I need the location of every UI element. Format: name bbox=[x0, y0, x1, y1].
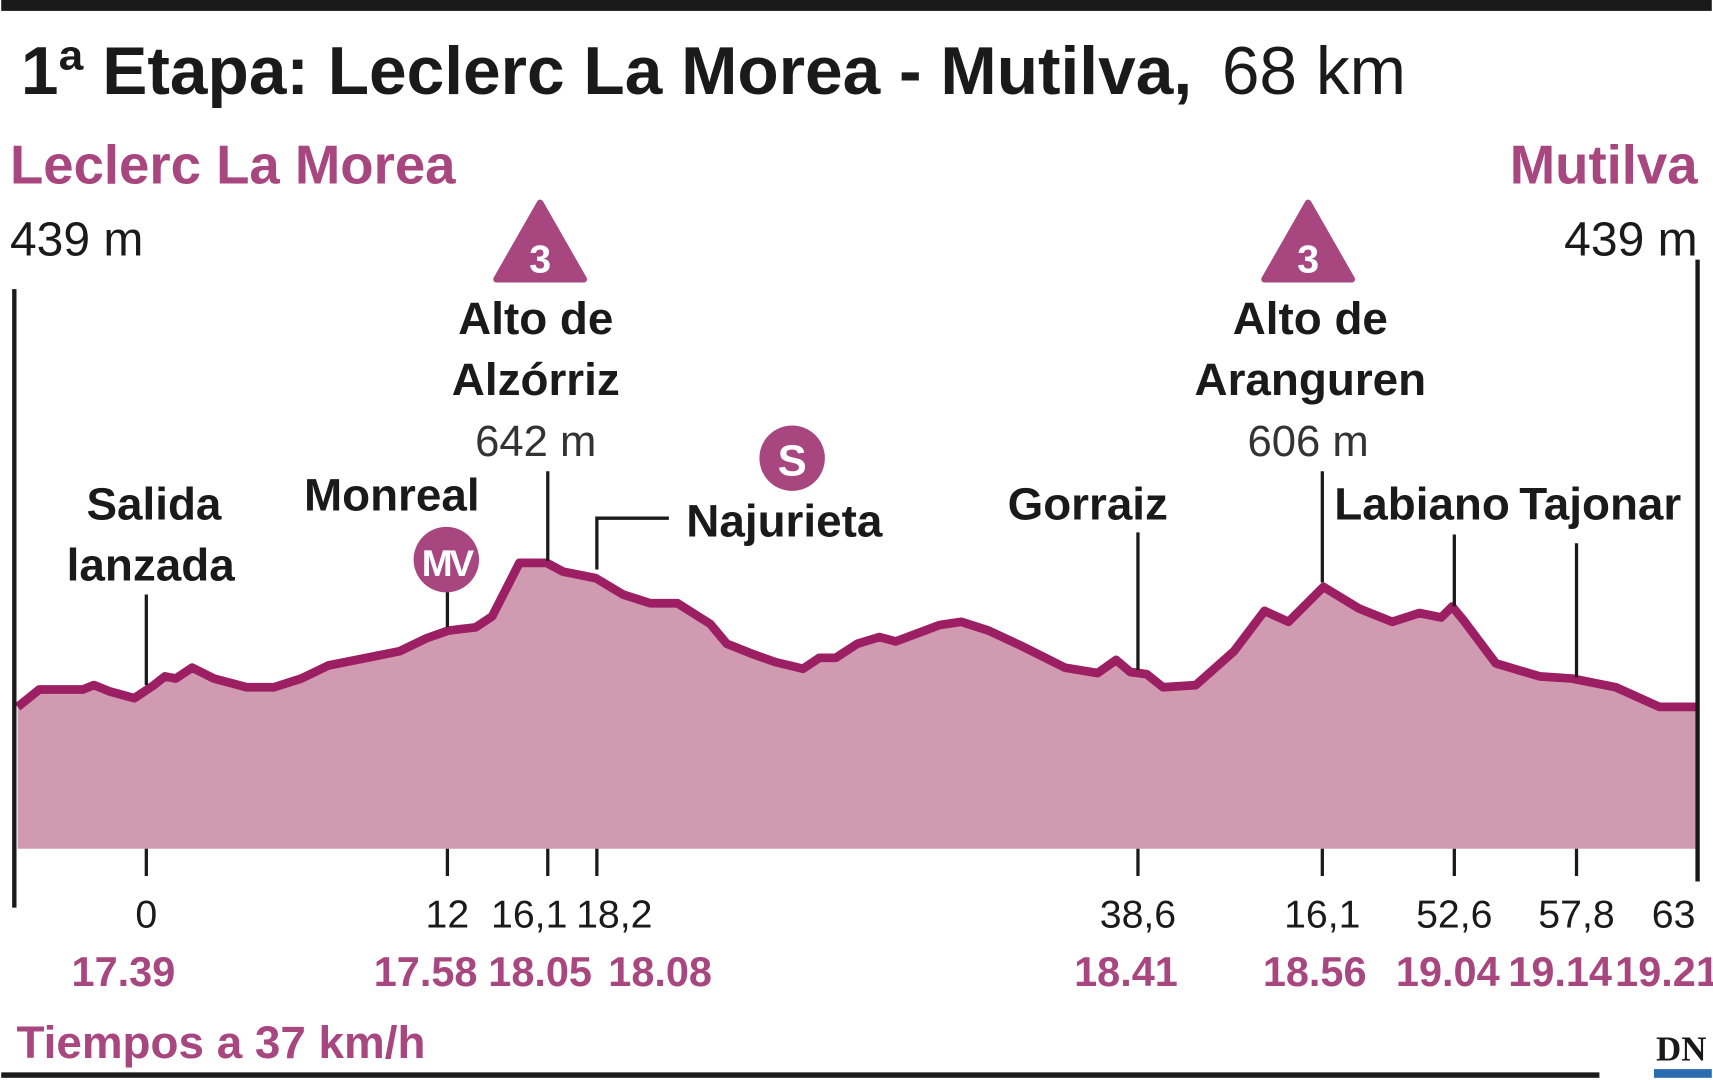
category-triangle-icon bbox=[1261, 199, 1356, 283]
mountain-village-badge-icon bbox=[413, 526, 480, 593]
chart-title: 1ª Etapa: Leclerc La Morea - Mutilva, 68… bbox=[21, 34, 1406, 109]
time-label: 18.56 bbox=[1263, 948, 1367, 995]
climb-aranguren: 3 Alto de Aranguren 606 m bbox=[1195, 199, 1427, 466]
profile-line bbox=[14, 558, 1698, 712]
climb-name-1: Alto de bbox=[1233, 293, 1388, 344]
climb-alzorriz: 3 Alto de Alzórriz 642 m bbox=[452, 199, 620, 466]
sprint-badge-icon bbox=[759, 425, 825, 491]
climb-category: 3 bbox=[1297, 238, 1319, 282]
km-label: 12 bbox=[426, 892, 470, 936]
climb-altitude: 606 m bbox=[1248, 418, 1369, 466]
km-label: 16,1 bbox=[1284, 892, 1360, 936]
climb-altitude: 642 m bbox=[475, 418, 596, 466]
dn-logo: DN bbox=[1656, 1029, 1706, 1068]
place-najurieta: Najurieta bbox=[686, 496, 883, 547]
place-monreal: Monreal bbox=[304, 470, 480, 521]
bottom-rule bbox=[1, 1072, 1600, 1078]
km-label: 52,6 bbox=[1416, 892, 1492, 936]
time-label: 18.41 bbox=[1074, 948, 1178, 995]
place-labiano: Labiano bbox=[1334, 478, 1510, 529]
time-label: 18.08 bbox=[608, 948, 712, 995]
time-label: 18.05 bbox=[488, 948, 592, 995]
km-label: 0 bbox=[135, 892, 157, 936]
start-altitude: 439 m bbox=[10, 213, 143, 266]
finish-altitude: 439 m bbox=[1564, 213, 1697, 266]
sprint-badge-label: S bbox=[778, 438, 807, 486]
top-bar bbox=[1, 0, 1712, 11]
climb-category: 3 bbox=[529, 238, 551, 282]
finish-name: Mutilva bbox=[1510, 134, 1699, 195]
climb-name-2: Alzórriz bbox=[452, 354, 620, 405]
category-triangle-icon bbox=[493, 199, 588, 283]
place-salida-1: Salida bbox=[86, 478, 221, 529]
time-label: 19.14 bbox=[1508, 948, 1612, 995]
km-label: 57,8 bbox=[1538, 892, 1614, 936]
mountain-village-badge-label: MV bbox=[422, 542, 475, 584]
place-leaders bbox=[144, 471, 1579, 686]
km-ticks bbox=[144, 848, 1579, 876]
place-salida-2: lanzada bbox=[67, 539, 236, 590]
place-gorraiz: Gorraiz bbox=[1008, 478, 1168, 529]
km-label: 63 bbox=[1652, 892, 1696, 936]
climb-name-1: Alto de bbox=[458, 293, 613, 344]
profile-area bbox=[17, 562, 1698, 849]
place-tajonar: Tajonar bbox=[1519, 478, 1681, 529]
km-label: 38,6 bbox=[1100, 892, 1176, 936]
time-label: 17.58 bbox=[374, 948, 478, 995]
km-label: 16,1 bbox=[491, 892, 567, 936]
time-label: 17.39 bbox=[72, 948, 176, 995]
time-label: 19.04 bbox=[1396, 948, 1500, 995]
title-distance: 68 km bbox=[1222, 34, 1406, 109]
footnote: Tiempos a 37 km/h bbox=[17, 1017, 426, 1068]
title-bold: 1ª Etapa: Leclerc La Morea - Mutilva, bbox=[21, 34, 1192, 109]
climb-name-2: Aranguren bbox=[1195, 354, 1427, 405]
time-label: 19.21 bbox=[1615, 948, 1713, 995]
km-label: 18,2 bbox=[576, 892, 652, 936]
dn-logo-bar bbox=[1653, 1069, 1712, 1078]
start-name: Leclerc La Morea bbox=[10, 134, 456, 195]
